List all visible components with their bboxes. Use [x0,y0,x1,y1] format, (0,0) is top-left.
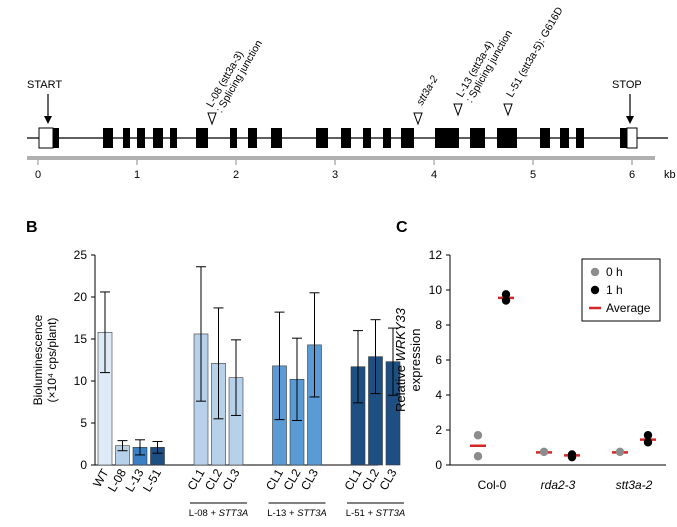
mutation-label-l51: L-51 (stt3a-5): G616D [504,5,566,100]
panel-b-label: B [26,219,38,236]
stop-arrow-head [626,116,634,124]
exon [497,128,517,148]
exon [196,128,208,148]
x-tick-label: CL1 [263,466,286,492]
scale-ticks: 0 1 2 3 4 5 6 [35,160,635,181]
mutation-marker-stt3a-2 [413,112,423,126]
group-label: L-13 + STT3A [267,508,326,519]
stop-label: STOP [612,79,642,91]
wrky33-expression-chart: 0 2 4 6 8 10 12 Relative WRKY33expression Col-0 r… [393,248,666,492]
data-point [501,290,511,299]
x-tick-label: CL2 [359,466,382,492]
exon [53,128,59,148]
bioluminescence-bar-chart: 0 5 10 15 20 25 Bioluminescence(×10⁴ cps/plant… [31,248,405,519]
x-tick-label: CL1 [341,466,364,492]
data-point [473,431,483,440]
exon [341,128,351,148]
group-label: L-08 + STT3A [189,508,248,519]
mutation-marker-l51 [503,103,513,117]
x-tick-label: CL1 [184,466,207,492]
exon [401,128,414,148]
x-tick-label: Col-0 [478,478,507,492]
y-tick-label: 15 [74,332,88,346]
y-tick-label: 0 [435,458,442,472]
x-tick-label: CL3 [219,466,242,492]
exon [383,128,391,148]
exon [123,128,130,148]
y-tick-label: 0 [80,458,87,472]
y-tick-label: 10 [74,374,88,388]
scale-tick-label: 5 [530,169,536,181]
y-tick-label: 12 [429,248,443,262]
panel-c-label: C [396,219,408,236]
mutation-label-l08: L-08 (stt3a-3) : Splicing junction [204,38,265,115]
exon [363,128,371,148]
legend-marker [590,267,600,277]
x-tick-label: L-51 [140,466,164,494]
exon [137,128,145,148]
exon [170,128,177,148]
gene-model-panel: START STOP L-08 (stt3a-3) : Splicing jun… [27,5,676,181]
y-tick-label: 2 [435,423,442,437]
x-tick-label: CL3 [298,466,321,492]
exon [435,128,459,148]
y-tick-label: 6 [435,353,442,367]
data-point [473,452,483,461]
y-tick-label: 25 [74,248,88,262]
x-tick-label: CL2 [202,466,225,492]
exon [560,128,569,148]
exon [316,128,328,148]
mutation-allele: stt3a-2 [414,74,441,108]
y-tick-label: 10 [429,283,443,297]
start-label: START [27,79,62,91]
legend-label: Average [606,301,651,315]
scale-tick-label: 2 [233,169,239,181]
utr-3prime [626,127,638,149]
data-point [539,447,549,457]
mutation-marker-l13 [453,103,463,117]
legend-label: 0 h [606,265,623,279]
data-point [643,431,653,440]
y-axis-label: Relative WRKY33expression [393,307,423,412]
data-point [501,296,511,305]
exon [271,128,282,148]
legend-marker [590,285,600,295]
data-point [567,452,577,462]
exon [620,128,627,148]
exon [153,128,163,148]
exon [540,128,550,148]
y-tick-label: 4 [435,388,442,402]
exon [103,128,113,148]
scale-unit: kb [664,169,676,181]
y-tick-label: 8 [435,318,442,332]
legend-label: 1 h [606,283,623,297]
mutation-label-stt3a-2: stt3a-2 [414,74,441,108]
y-axis-label: Bioluminescence(×10⁴ cps/plant) [31,314,59,405]
scale-tick-label: 6 [629,169,635,181]
mutation-allele: L-51 (stt3a-5): G616D [504,5,566,100]
data-point [643,438,653,447]
x-tick-label: CL2 [280,466,303,492]
utr-5prime [38,127,54,149]
x-tick-label: rda2-3 [541,478,576,492]
exon [576,128,584,148]
exon [230,128,237,148]
y-tick-label: 5 [80,416,87,430]
scale-tick-label: 4 [431,169,437,181]
group-label: L-51 + STT3A [346,508,405,519]
x-tick-label: stt3a-2 [616,478,653,492]
mutation-marker-l08 [207,112,217,126]
data-point [615,447,625,457]
exon [248,128,257,148]
x-tick-label: CL3 [376,466,399,492]
exon [470,128,485,148]
scale-bar [27,156,655,160]
y-tick-label: 20 [74,290,88,304]
scale-tick-label: 1 [134,169,140,181]
scale-tick-label: 3 [332,169,338,181]
start-arrow-head [44,116,52,124]
kb-scale: 0 1 2 3 4 5 6 kb [27,156,676,181]
scale-tick-label: 0 [35,169,41,181]
